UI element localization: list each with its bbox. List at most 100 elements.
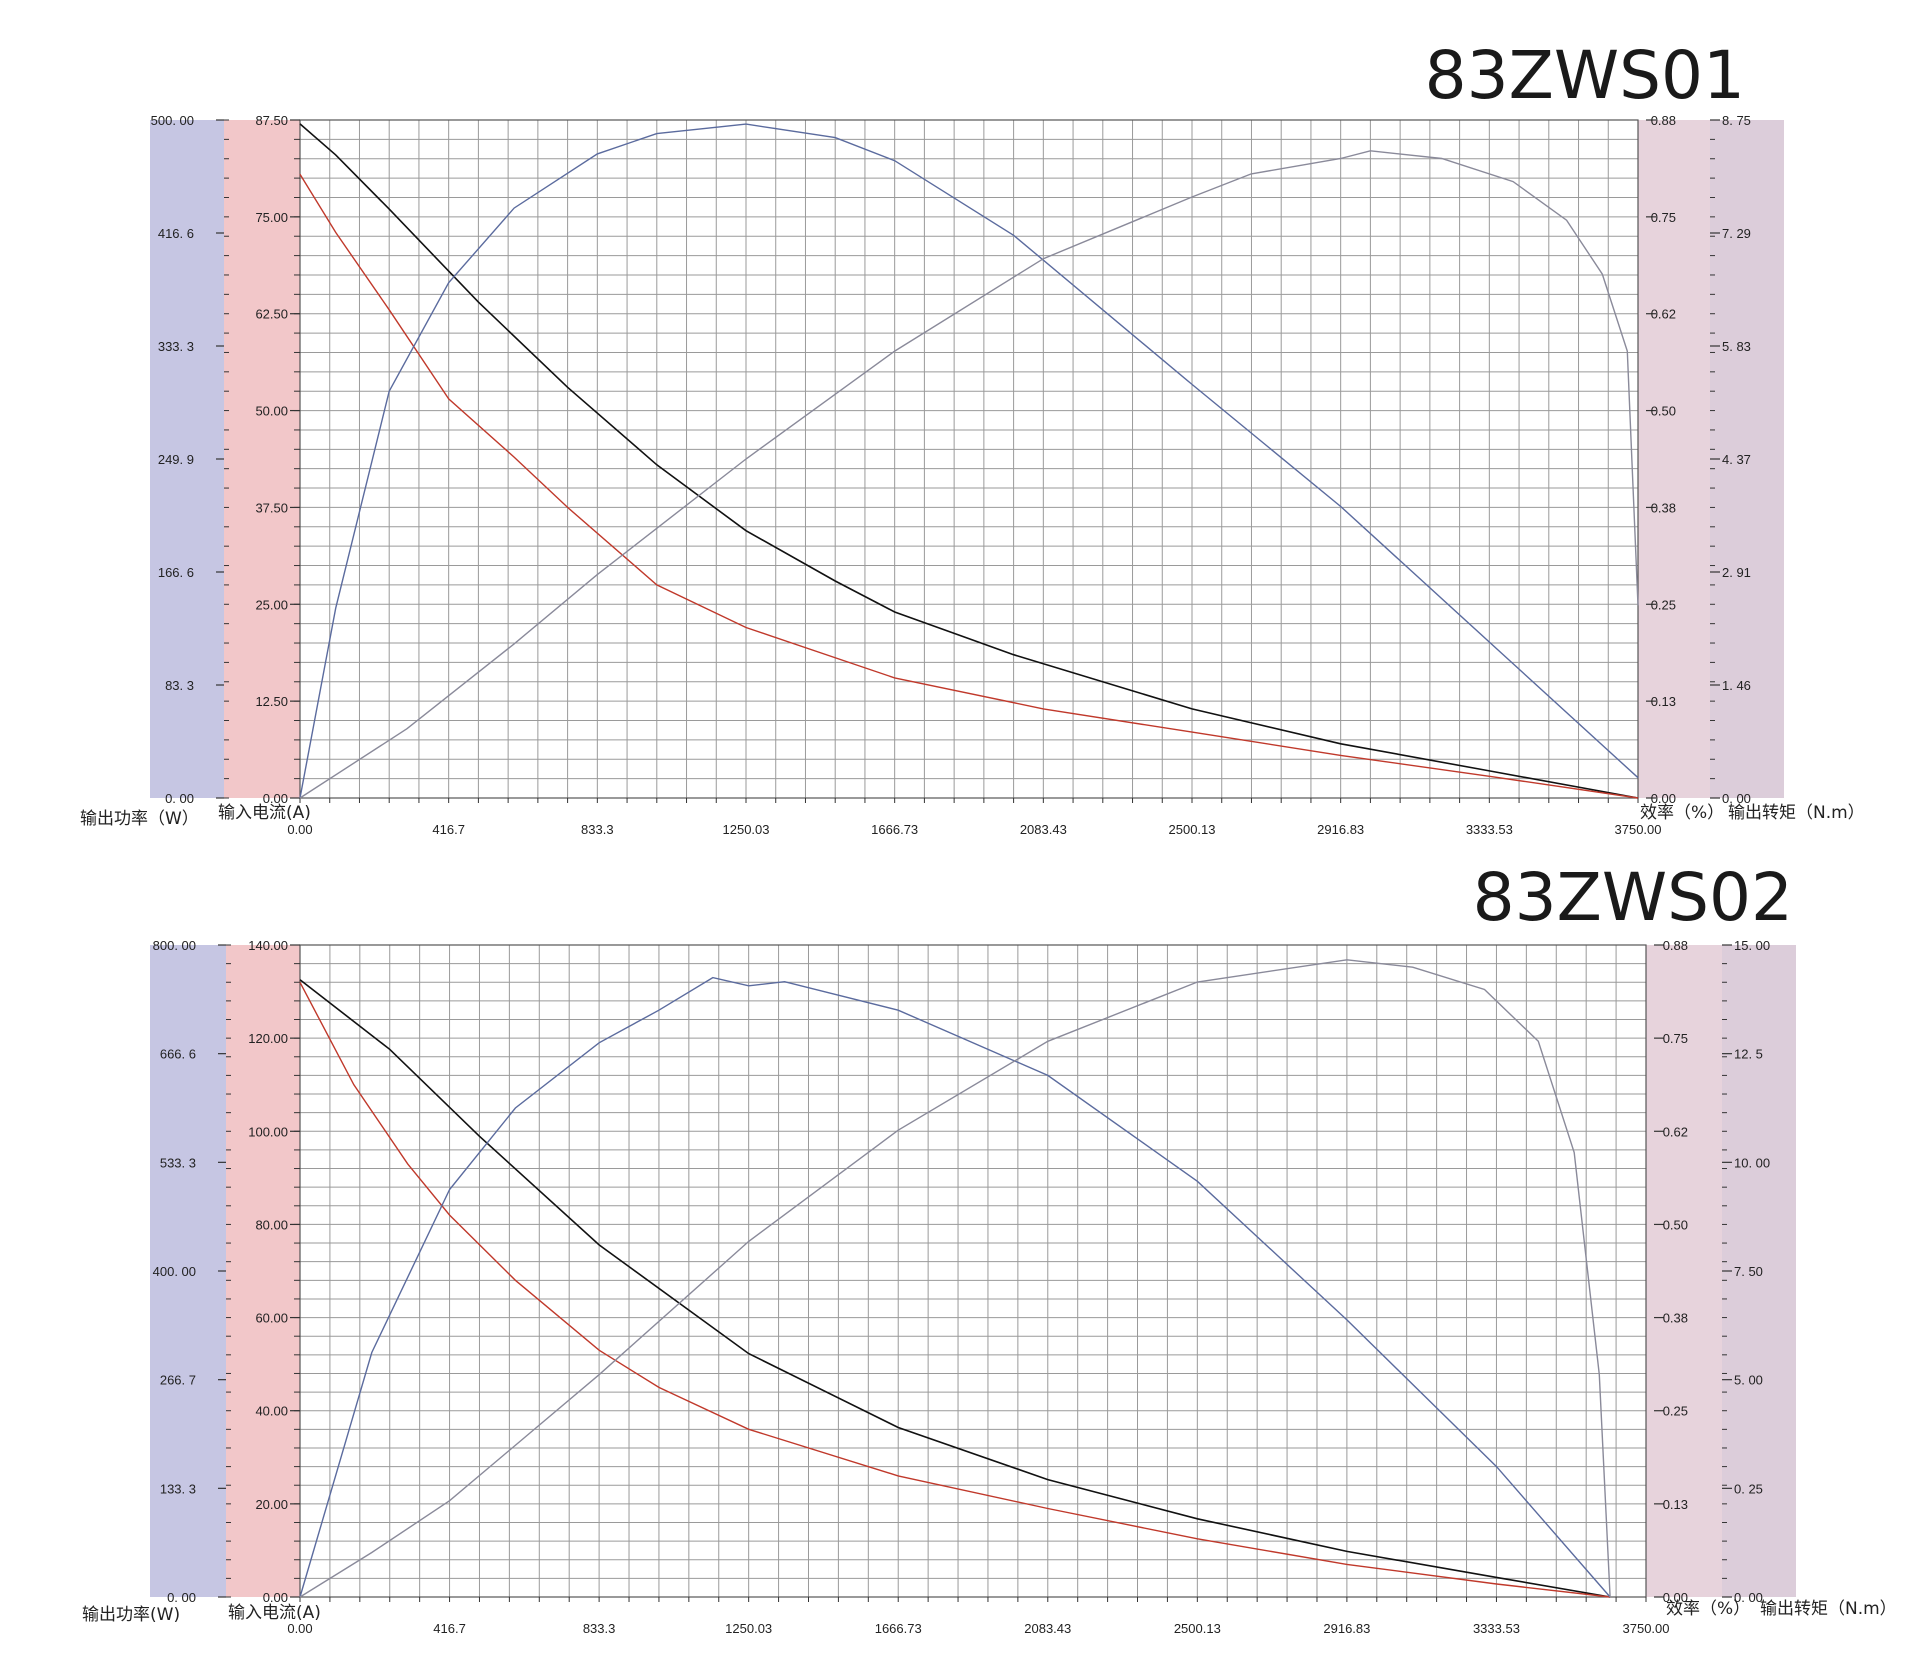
power-axis-tick-label: 133. 3 xyxy=(160,1481,196,1496)
current-axis-tick-label: 140.00 xyxy=(248,938,288,953)
x-tick-label: 3750.00 xyxy=(1615,822,1662,837)
torque-axis-band xyxy=(1710,120,1784,798)
chart-1: 83ZWS01 0.00 416.7 833.3 1250.03 1666.73 2083.… xyxy=(80,37,1865,837)
torque-axis-tick-label: 8. 75 xyxy=(1722,113,1751,128)
x-tick-label: 2500.13 xyxy=(1174,1621,1221,1636)
power-axis-tick-label: 249. 9 xyxy=(158,452,194,467)
x-tick-label: 2916.83 xyxy=(1323,1621,1370,1636)
plot-frame xyxy=(299,944,1647,1598)
power-axis-tick-label: 166. 6 xyxy=(158,565,194,580)
current-axis-tick-label: 0.00 xyxy=(263,791,288,806)
efficiency-axis-tick-label: 0.25 xyxy=(1663,1404,1688,1419)
current-axis-tick-label: 40.00 xyxy=(255,1404,288,1419)
current-axis-band xyxy=(224,120,300,798)
torque-axis-tick-label: 0. 25 xyxy=(1734,1481,1763,1496)
efficiency-axis-tick-label: 0.62 xyxy=(1651,307,1676,322)
efficiency-axis-tick-label: 0.75 xyxy=(1651,210,1676,225)
torque-series-line xyxy=(299,979,1611,1598)
torque-axis-band xyxy=(1722,945,1796,1597)
current-series-line xyxy=(299,981,1611,1598)
efficiency-axis-tick-label: 0.75 xyxy=(1663,1031,1688,1046)
x-tick-label: 0.00 xyxy=(287,822,312,837)
x-tick-label: 0.00 xyxy=(287,1621,312,1636)
power-series-line xyxy=(299,123,1639,799)
x-tick-label: 1666.73 xyxy=(871,822,918,837)
current-axis-tick-label: 37.50 xyxy=(255,500,288,515)
chart-2: 83ZWS02 0.00 416.7 833.3 1250.03 1666.73 2083.… xyxy=(82,859,1897,1636)
current-axis-label: 输入电流(A) xyxy=(218,803,311,823)
torque-axis-tick-label: 15. 00 xyxy=(1734,938,1770,953)
power-axis-label: 输出功率(W) xyxy=(82,1605,180,1625)
torque-axis-tick-label: 7. 50 xyxy=(1734,1264,1763,1279)
plot-frame xyxy=(299,119,1639,799)
x-tick-label: 833.3 xyxy=(581,822,614,837)
efficiency-axis-tick-label: 0.00 xyxy=(1663,1590,1688,1605)
x-tick-label: 416.7 xyxy=(432,822,465,837)
current-axis-tick-label: 25.00 xyxy=(255,597,288,612)
efficiency-axis-tick-label: 0.62 xyxy=(1663,1124,1688,1139)
efficiency-axis-band xyxy=(1638,120,1710,798)
x-tick-label: 3333.53 xyxy=(1466,822,1513,837)
current-series-line xyxy=(299,173,1639,799)
efficiency-axis-tick-label: 0.25 xyxy=(1651,597,1676,612)
torque-series-line xyxy=(299,123,1639,799)
torque-axis-label: 输出转矩（N.m） xyxy=(1760,1599,1897,1619)
chart-title: 83ZWS02 xyxy=(1473,859,1793,936)
x-tick-label: 3333.53 xyxy=(1473,1621,1520,1636)
torque-axis-tick-label: 4. 37 xyxy=(1722,452,1751,467)
efficiency-axis-tick-label: 0.38 xyxy=(1663,1311,1688,1326)
x-tick-label: 416.7 xyxy=(433,1621,466,1636)
efficiency-axis-label: 效率（%） xyxy=(1640,803,1724,823)
power-axis-tick-label: 83. 3 xyxy=(165,678,194,693)
power-series-line xyxy=(299,976,1611,1598)
efficiency-axis-tick-label: 0.88 xyxy=(1663,938,1688,953)
grid xyxy=(299,944,1647,1598)
power-axis-label: 输出功率（W） xyxy=(80,809,199,829)
torque-axis-label: 输出转矩（N.m） xyxy=(1728,803,1865,823)
current-axis-tick-label: 20.00 xyxy=(255,1497,288,1512)
x-tick-label: 2500.13 xyxy=(1169,822,1216,837)
torque-axis-tick-label: 10. 00 xyxy=(1734,1155,1770,1170)
efficiency-series-line xyxy=(299,959,1611,1598)
torque-axis-tick-label: 5. 83 xyxy=(1722,339,1751,354)
torque-axis-tick-label: 1. 46 xyxy=(1722,678,1751,693)
power-axis-tick-label: 333. 3 xyxy=(158,339,194,354)
minor-ticks xyxy=(224,119,1715,803)
x-tick-label: 1250.03 xyxy=(725,1621,772,1636)
power-axis-tick-label: 400. 00 xyxy=(153,1264,196,1279)
chart-title: 83ZWS01 xyxy=(1425,37,1745,114)
current-axis-tick-label: 50.00 xyxy=(255,404,288,419)
torque-axis-tick-label: 12. 5 xyxy=(1734,1047,1763,1062)
torque-axis-tick-label: 0. 00 xyxy=(1734,1590,1763,1605)
power-axis-tick-label: 666. 6 xyxy=(160,1047,196,1062)
efficiency-axis-tick-label: 0.88 xyxy=(1651,113,1676,128)
torque-axis-tick-label: 7. 29 xyxy=(1722,226,1751,241)
x-tick-label: 3750.00 xyxy=(1623,1621,1670,1636)
efficiency-axis-tick-label: 0.50 xyxy=(1651,404,1676,419)
current-axis-tick-label: 120.00 xyxy=(248,1031,288,1046)
power-axis-tick-label: 500. 00 xyxy=(151,113,194,128)
torque-axis-tick-label: 0. 00 xyxy=(1722,791,1751,806)
efficiency-axis-tick-label: 0.50 xyxy=(1663,1217,1688,1232)
current-axis-tick-label: 12.50 xyxy=(255,694,288,709)
current-axis-label: 输入电流(A) xyxy=(228,1603,321,1623)
current-axis-tick-label: 62.50 xyxy=(255,307,288,322)
efficiency-axis-tick-label: 0.00 xyxy=(1651,791,1676,806)
efficiency-axis-tick-label: 0.13 xyxy=(1663,1497,1688,1512)
current-axis-tick-label: 100.00 xyxy=(248,1124,288,1139)
current-axis-tick-label: 87.50 xyxy=(255,113,288,128)
power-axis-tick-label: 266. 7 xyxy=(160,1373,196,1388)
current-axis-tick-label: 80.00 xyxy=(255,1217,288,1232)
torque-axis-tick-label: 2. 91 xyxy=(1722,565,1751,580)
power-axis-tick-label: 800. 00 xyxy=(153,938,196,953)
power-axis-tick-label: 416. 6 xyxy=(158,226,194,241)
current-axis-tick-label: 0.00 xyxy=(263,1590,288,1605)
x-tick-label: 2083.43 xyxy=(1024,1621,1071,1636)
x-tick-label: 1666.73 xyxy=(875,1621,922,1636)
power-axis-tick-label: 0. 00 xyxy=(167,1590,196,1605)
x-tick-label: 2083.43 xyxy=(1020,822,1067,837)
x-tick-label: 833.3 xyxy=(583,1621,616,1636)
current-axis-tick-label: 60.00 xyxy=(255,1311,288,1326)
power-axis-tick-label: 0. 00 xyxy=(165,791,194,806)
